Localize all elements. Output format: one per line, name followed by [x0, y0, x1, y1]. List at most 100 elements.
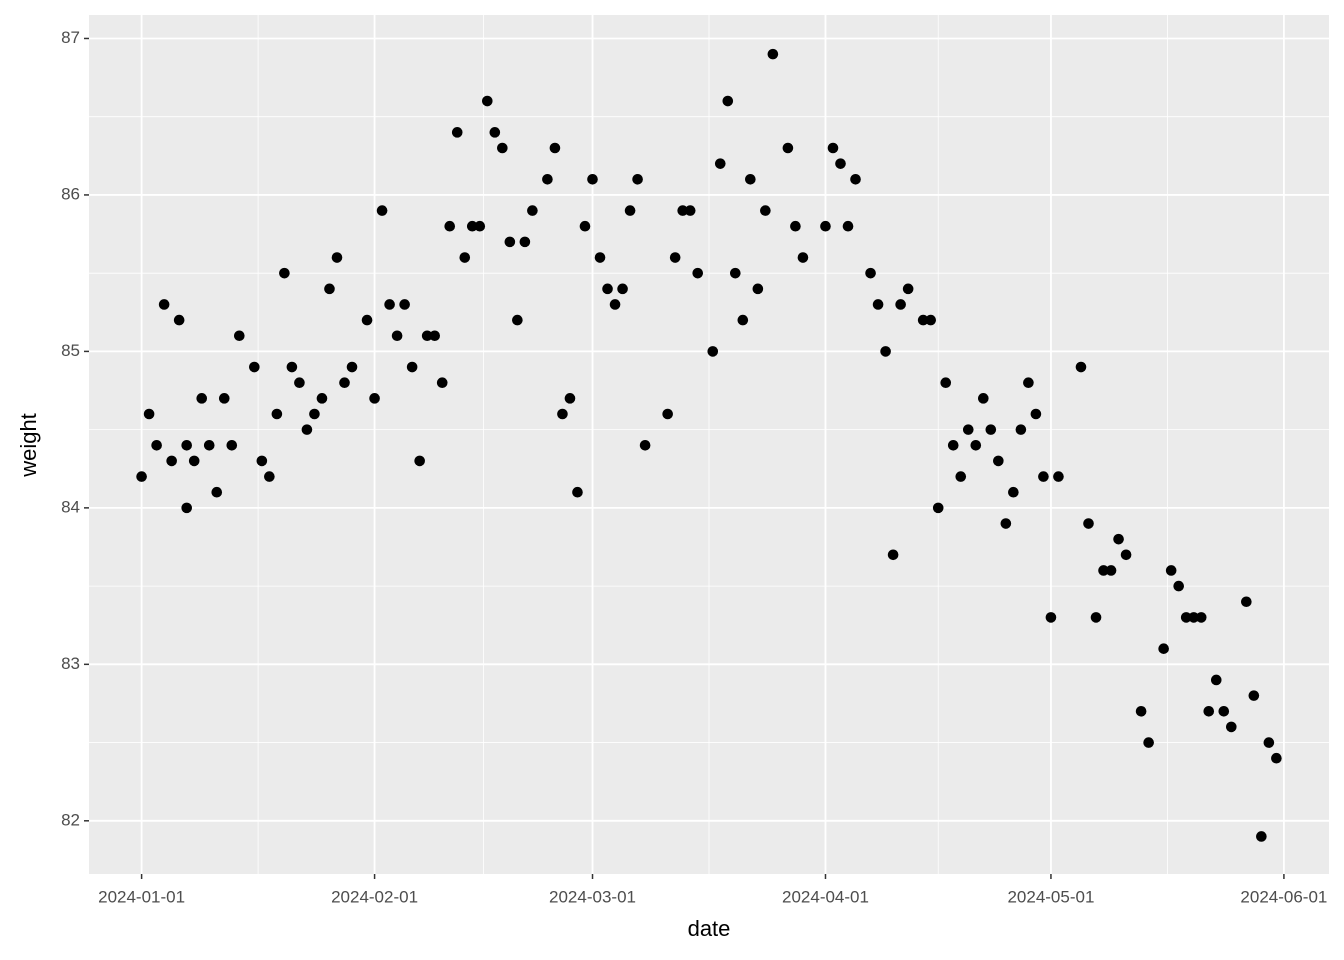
point [587, 173, 598, 185]
point [1248, 690, 1260, 701]
point [714, 158, 726, 169]
point [602, 283, 613, 295]
point [218, 393, 230, 404]
point [203, 439, 215, 451]
point [316, 393, 328, 404]
point [707, 346, 719, 357]
point [579, 220, 591, 232]
point [557, 408, 568, 420]
point [497, 142, 508, 154]
y-tick-label: 82 [61, 810, 80, 829]
point [1120, 549, 1132, 561]
y-tick-label: 83 [61, 654, 80, 673]
point [932, 502, 944, 514]
point [955, 471, 967, 482]
point [542, 173, 553, 185]
point [158, 299, 170, 310]
point [346, 361, 358, 373]
point [504, 236, 516, 248]
point [1195, 612, 1207, 623]
point [669, 252, 681, 263]
point [384, 299, 395, 310]
point [309, 408, 320, 420]
point [1158, 643, 1169, 654]
point [1180, 612, 1192, 623]
point [767, 48, 779, 60]
x-tick-label: 2024-02-01 [331, 887, 418, 906]
y-tick-label: 84 [61, 497, 80, 516]
point [662, 408, 673, 420]
point [1256, 831, 1267, 842]
point [902, 283, 914, 295]
point [151, 439, 162, 451]
point [624, 205, 636, 216]
point [940, 377, 952, 388]
point [391, 330, 403, 342]
point [376, 205, 388, 216]
point [564, 393, 576, 404]
point [143, 408, 155, 420]
point [489, 127, 501, 138]
point [1218, 705, 1230, 717]
point [294, 377, 305, 388]
point [895, 299, 906, 310]
point [572, 486, 583, 498]
point [1143, 737, 1154, 748]
point [865, 267, 876, 279]
point [639, 439, 651, 451]
point [880, 346, 891, 357]
point [797, 252, 809, 263]
point [286, 361, 298, 373]
point [406, 361, 418, 373]
point [1075, 361, 1087, 373]
point [1000, 518, 1012, 529]
point [331, 252, 343, 263]
point [1090, 612, 1102, 623]
point [466, 220, 478, 232]
point [850, 173, 861, 185]
y-axis-title: weight [16, 413, 41, 478]
point [790, 220, 801, 232]
point [594, 252, 606, 263]
point [632, 173, 643, 185]
x-axis-title: date [688, 916, 731, 941]
point [970, 439, 982, 451]
point [421, 330, 433, 342]
point [444, 220, 456, 232]
point [820, 220, 831, 232]
point [399, 299, 410, 310]
point [136, 471, 147, 482]
y-tick-label: 85 [61, 341, 80, 360]
point [339, 377, 350, 388]
point [173, 314, 185, 326]
point [677, 205, 688, 216]
point [917, 314, 929, 326]
point [249, 361, 260, 373]
point [730, 267, 741, 279]
point [211, 486, 223, 498]
point [512, 314, 523, 326]
point [617, 283, 628, 295]
point [181, 502, 192, 514]
y-tick-label: 87 [61, 28, 80, 47]
point [1203, 705, 1215, 717]
point [369, 393, 380, 404]
point [1045, 612, 1057, 623]
point [527, 205, 538, 216]
point [1226, 721, 1237, 733]
point [1038, 471, 1049, 482]
point [324, 283, 335, 295]
point [692, 267, 704, 279]
point [1135, 705, 1147, 717]
point [1105, 565, 1117, 576]
point [234, 330, 245, 342]
point [1210, 674, 1222, 686]
point [842, 220, 854, 232]
point [872, 299, 884, 310]
point [752, 283, 764, 295]
point [985, 424, 997, 435]
point [1165, 565, 1177, 576]
point [1008, 486, 1019, 498]
point [1173, 580, 1184, 592]
